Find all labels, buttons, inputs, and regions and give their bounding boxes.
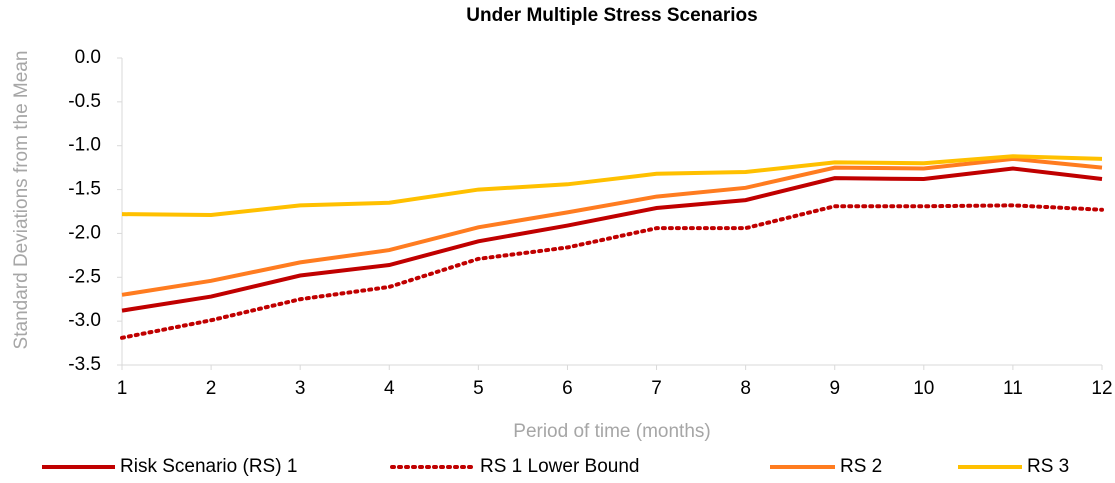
x-tick-label: 9 (829, 378, 840, 399)
y-tick-label: -2.0 (68, 222, 101, 243)
series-line (121, 156, 1103, 297)
x-tick-label: 10 (913, 378, 934, 399)
x-axis-title: Period of time (months) (513, 421, 710, 442)
y-tick-label: -2.5 (68, 266, 101, 287)
x-tick-label: 12 (1091, 378, 1112, 399)
x-tick-label: 8 (740, 378, 751, 399)
legend-label: RS 2 (840, 456, 882, 477)
x-tick-label: 3 (295, 378, 306, 399)
legend-label: RS 1 Lower Bound (480, 456, 640, 477)
y-tick-label: -3.5 (68, 354, 101, 375)
series-line (121, 166, 1103, 313)
y-tick-label: 0.0 (75, 47, 101, 68)
x-tick-label: 7 (651, 378, 662, 399)
chart-title: Under Multiple Stress Scenarios (466, 5, 757, 26)
y-tick-label: -0.5 (68, 91, 101, 112)
series-line (121, 154, 1103, 218)
legend-label: RS 3 (1027, 456, 1069, 477)
series-line (120, 203, 1104, 340)
y-tick-label: -1.5 (68, 179, 101, 200)
y-tick-label: -1.0 (68, 135, 101, 156)
y-axis-title: Standard Deviations from the Mean (11, 51, 32, 350)
legend-label: Risk Scenario (RS) 1 (120, 456, 297, 477)
x-tick-label: 6 (562, 378, 573, 399)
x-tick-label: 1 (117, 378, 128, 399)
y-tick-label: -3.0 (68, 310, 101, 331)
x-tick-label: 11 (1003, 378, 1023, 399)
x-tick-label: 4 (384, 378, 395, 399)
x-tick-label: 5 (473, 378, 484, 399)
x-tick-label: 2 (206, 378, 217, 399)
